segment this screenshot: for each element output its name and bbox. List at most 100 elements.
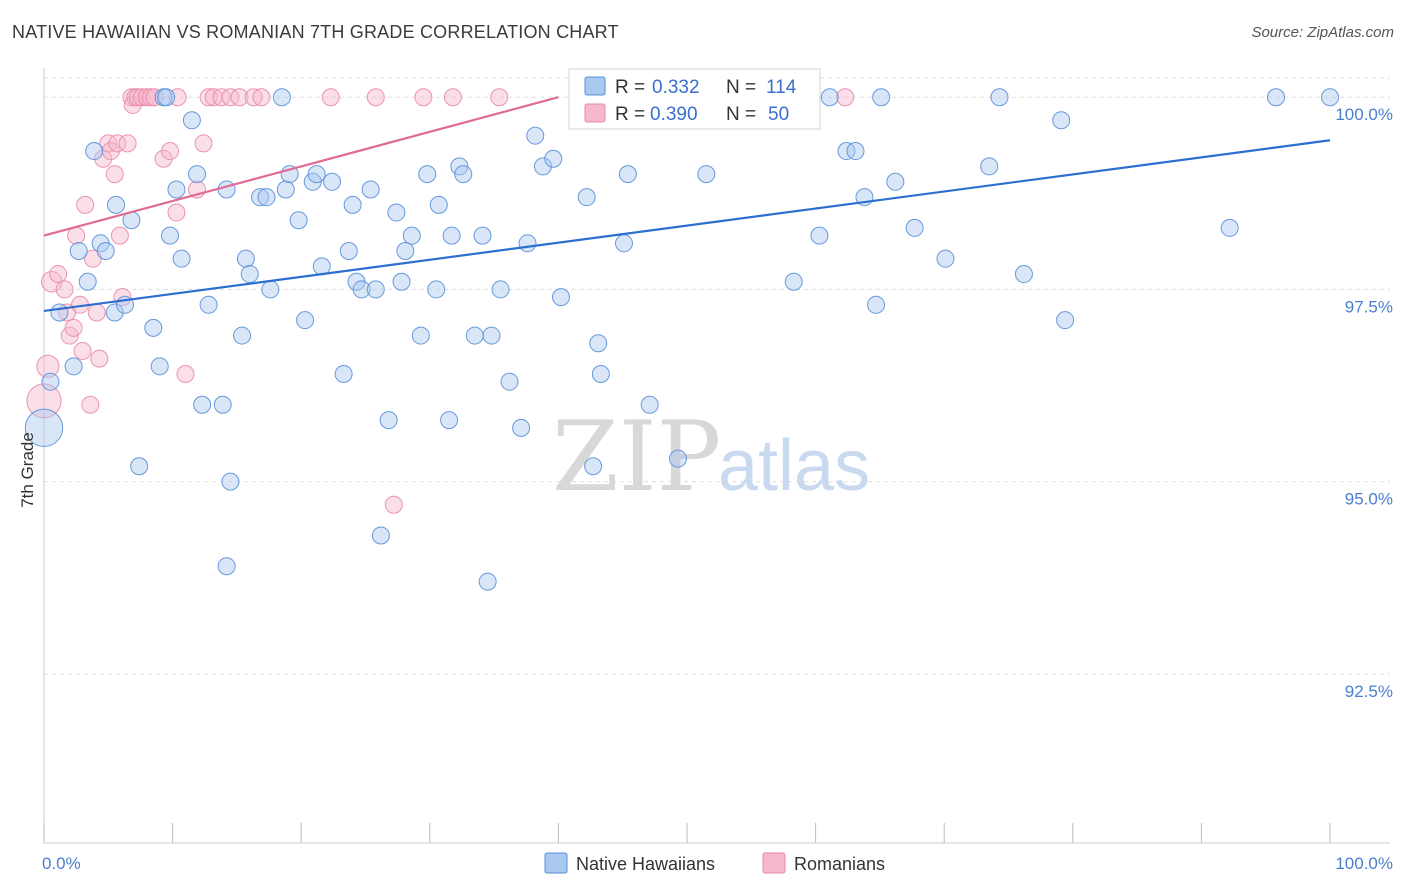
data-point	[81, 395, 100, 414]
legend-n-label: N =	[726, 77, 756, 98]
data-point	[518, 234, 537, 253]
data-point	[233, 326, 252, 345]
legend-r-label: R =	[615, 77, 645, 98]
legend-n-value: 50	[768, 104, 789, 125]
data-point	[118, 134, 137, 153]
data-point	[591, 365, 610, 384]
bottom-legend-swatch-pink	[762, 852, 786, 874]
stats-legend-box	[568, 68, 821, 130]
data-point	[24, 408, 64, 448]
data-point	[36, 354, 60, 378]
data-point	[820, 88, 839, 107]
data-point	[141, 88, 160, 107]
source-label: Source: ZipAtlas.com	[1251, 24, 1394, 41]
data-point	[1056, 311, 1075, 330]
x-tick-label: 100.0%	[1335, 854, 1393, 873]
data-point	[614, 234, 633, 253]
data-point	[49, 265, 68, 284]
data-point	[334, 365, 353, 384]
data-point	[221, 472, 240, 491]
data-point	[980, 157, 999, 176]
data-point	[182, 111, 201, 130]
data-point	[217, 557, 236, 576]
data-point	[55, 280, 74, 299]
data-point	[230, 88, 249, 107]
data-point	[533, 157, 552, 176]
data-point	[193, 395, 212, 414]
data-point	[414, 88, 433, 107]
data-point	[161, 142, 180, 161]
data-point	[392, 272, 411, 291]
data-point	[261, 280, 280, 299]
data-point	[836, 88, 855, 107]
data-point	[784, 272, 803, 291]
x-tick-label: 0.0%	[42, 854, 81, 873]
data-point	[379, 411, 398, 430]
legend-r-value: 0.332	[652, 77, 700, 98]
data-point	[96, 241, 115, 260]
data-point	[50, 303, 69, 322]
legend-r-value: 0.390	[650, 104, 698, 125]
trend-line-romanians	[43, 96, 559, 237]
data-point	[544, 149, 563, 168]
data-point	[64, 357, 83, 376]
chart-title: NATIVE HAWAIIAN VS ROMANIAN 7TH GRADE CO…	[12, 22, 619, 42]
data-point	[352, 280, 371, 299]
data-point	[85, 142, 104, 161]
data-point	[577, 188, 596, 207]
data-point	[276, 180, 295, 199]
data-point	[500, 372, 519, 391]
data-point	[418, 165, 437, 184]
data-point	[526, 126, 545, 145]
data-point	[343, 195, 362, 214]
data-point	[176, 365, 195, 384]
y-tick-label: 95.0%	[1345, 490, 1393, 509]
data-point	[236, 249, 255, 268]
data-point	[107, 195, 126, 214]
data-point	[990, 88, 1009, 107]
data-point	[110, 226, 129, 245]
data-point	[442, 226, 461, 245]
data-point	[1220, 218, 1239, 237]
data-point	[296, 311, 315, 330]
data-point	[872, 88, 891, 107]
data-point	[122, 88, 141, 107]
data-point	[307, 165, 326, 184]
data-point	[886, 172, 905, 191]
data-point	[429, 195, 448, 214]
data-point	[1321, 88, 1339, 107]
data-point	[427, 280, 446, 299]
data-point	[810, 226, 829, 245]
trend-lines	[43, 96, 1331, 313]
legend-n-label: N =	[726, 104, 756, 125]
data-point	[846, 142, 865, 161]
data-point	[272, 88, 291, 107]
data-point	[440, 411, 459, 430]
data-point	[589, 334, 608, 353]
data-point	[194, 134, 213, 153]
trend-line-native-hawaiians	[43, 139, 1331, 313]
data-point	[87, 303, 106, 322]
data-point	[402, 226, 421, 245]
data-point	[1014, 265, 1033, 284]
bottom-legend-swatch-blue	[544, 852, 568, 874]
data-point	[199, 88, 218, 107]
watermark-zip: ZIP	[552, 401, 721, 513]
data-point	[366, 88, 385, 107]
data-point	[144, 318, 163, 337]
data-point	[212, 88, 231, 107]
data-point	[78, 272, 97, 291]
data-point	[454, 165, 473, 184]
data-point	[551, 288, 570, 307]
y-tick-label: 92.5%	[1345, 682, 1393, 701]
data-point	[387, 203, 406, 222]
data-point	[323, 172, 342, 191]
data-point	[473, 226, 492, 245]
data-point	[837, 142, 856, 161]
data-point	[618, 165, 637, 184]
data-point	[244, 88, 263, 107]
data-point	[668, 449, 687, 468]
data-point	[221, 88, 240, 107]
data-point	[252, 88, 271, 107]
data-point	[167, 180, 186, 199]
